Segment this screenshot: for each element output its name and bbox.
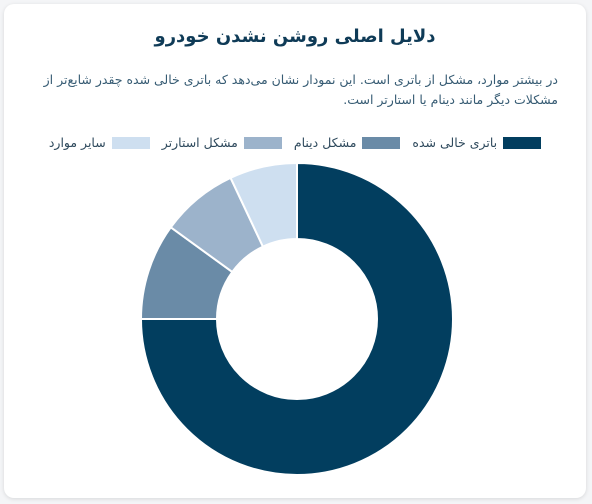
legend-item[interactable]: مشکل استارتر [162, 135, 282, 150]
legend-label: سایر موارد [48, 135, 106, 150]
chart-area [4, 154, 586, 494]
legend-label: باتری خالی شده [412, 135, 498, 150]
legend-swatch [243, 136, 282, 149]
chart-card: دلایل اصلی روشن نشدن خودرو در بیشتر موار… [4, 4, 586, 498]
legend-item[interactable]: مشکل دینام [294, 135, 401, 150]
legend-swatch [503, 136, 542, 149]
legend-swatch [111, 136, 150, 149]
legend-item[interactable]: سایر موارد [49, 135, 150, 150]
donut-slice[interactable] [229, 161, 298, 248]
donut-chart [139, 161, 454, 476]
legend-item[interactable]: باتری خالی شده [412, 135, 542, 150]
donut-slice[interactable] [139, 161, 454, 476]
chart-title: دلایل اصلی روشن نشدن خودرو [154, 26, 436, 47]
legend-label: مشکل استارتر [161, 135, 238, 150]
chart-legend: باتری خالی شده مشکل دینام مشکل استارتر سایر… [4, 135, 586, 150]
legend-swatch [362, 136, 401, 149]
chart-description: در بیشتر موارد، مشکل از باتری است. این ن… [43, 72, 558, 107]
legend-label: مشکل دینام [293, 135, 357, 150]
